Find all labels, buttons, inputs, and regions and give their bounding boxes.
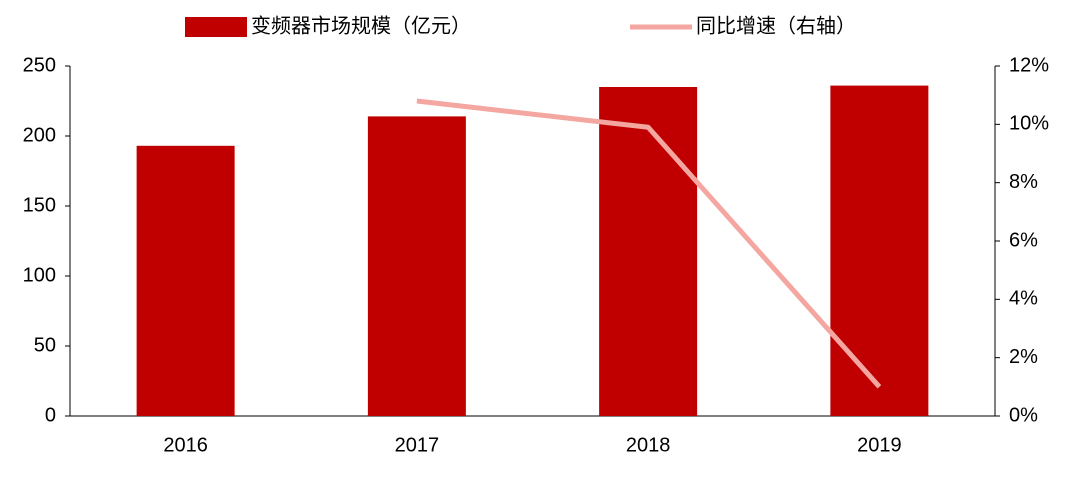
y2-tick-label: 6% bbox=[1009, 229, 1038, 251]
bar bbox=[830, 85, 929, 416]
y2-tick-label: 12% bbox=[1009, 54, 1049, 76]
y2-tick-label: 8% bbox=[1009, 171, 1038, 193]
x-tick-label: 2018 bbox=[626, 434, 671, 456]
y2-tick-label: 0% bbox=[1009, 404, 1038, 426]
bar bbox=[136, 145, 235, 417]
y-tick-label: 150 bbox=[23, 194, 56, 216]
bar bbox=[367, 116, 466, 417]
y2-tick-label: 10% bbox=[1009, 113, 1049, 135]
legend-label: 变频器市场规模（亿元） bbox=[251, 14, 471, 37]
y-tick-label: 100 bbox=[23, 264, 56, 286]
y2-tick-label: 4% bbox=[1009, 288, 1038, 310]
y-tick-label: 250 bbox=[23, 54, 56, 76]
y2-tick-label: 2% bbox=[1009, 346, 1038, 368]
bar bbox=[599, 87, 698, 416]
x-tick-label: 2019 bbox=[857, 434, 902, 456]
y-tick-label: 50 bbox=[34, 334, 56, 356]
legend-label: 同比增速（右轴） bbox=[696, 14, 856, 37]
x-tick-label: 2016 bbox=[163, 434, 208, 456]
line bbox=[416, 98, 882, 389]
x-tick-label: 2017 bbox=[395, 434, 440, 456]
legend-swatch bbox=[185, 17, 247, 37]
y-tick-label: 0 bbox=[45, 404, 56, 426]
y-tick-label: 200 bbox=[23, 124, 56, 146]
